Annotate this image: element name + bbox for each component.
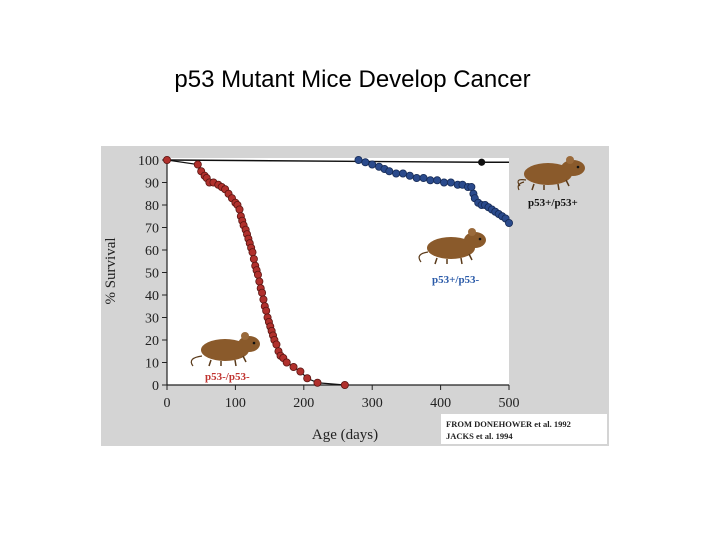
data-point-heterozygous xyxy=(419,173,428,182)
x-tick-label: 200 xyxy=(293,396,314,411)
data-point-null xyxy=(303,374,312,383)
y-tick-label: 40 xyxy=(145,289,159,304)
data-point-null xyxy=(193,160,202,169)
y-tick-label: 10 xyxy=(145,357,159,372)
data-point-heterozygous xyxy=(392,169,401,178)
data-point-wildtype xyxy=(478,158,486,166)
data-point-heterozygous xyxy=(361,158,370,167)
data-point-null xyxy=(272,340,281,349)
mouse-illustration-middle xyxy=(418,228,486,265)
y-tick-label: 90 xyxy=(145,177,159,192)
survival-figure: 0 10 20 30 40 50 60 70 80 90 100 0 100 200 300 400 500 %… xyxy=(101,146,609,446)
y-tick-label: 80 xyxy=(145,199,159,214)
y-tick-label: 30 xyxy=(145,312,159,327)
data-point-null xyxy=(249,255,258,264)
data-point-heterozygous xyxy=(398,169,407,178)
data-point-null xyxy=(258,288,267,297)
x-tick-label: 100 xyxy=(225,396,246,411)
y-tick-label: 50 xyxy=(145,267,159,282)
y-tick-label: 70 xyxy=(145,222,159,237)
x-tick-label: 400 xyxy=(430,396,451,411)
data-point-null xyxy=(253,270,262,279)
y-tick-label: 100 xyxy=(138,154,159,169)
source-note-line1: FROM DONEHOWER et al. 1992 xyxy=(446,419,571,429)
data-point-heterozygous xyxy=(440,178,449,187)
source-note-box xyxy=(441,414,607,444)
data-point-heterozygous xyxy=(467,183,476,192)
data-point-heterozygous xyxy=(504,219,513,228)
y-axis-label: % Survival xyxy=(103,237,119,304)
data-point-null xyxy=(259,295,268,304)
mouse-illustration-bottom xyxy=(190,332,260,367)
y-tick-label: 20 xyxy=(145,334,159,349)
legend-label-null: p53-/p53- xyxy=(205,371,250,383)
mouse-illustration-top xyxy=(517,156,585,191)
data-point-heterozygous xyxy=(354,155,363,164)
x-tick-label: 300 xyxy=(362,396,383,411)
x-tick-label: 500 xyxy=(499,396,520,411)
data-point-null xyxy=(289,362,298,371)
legend-label-wildtype: p53+/p53+ xyxy=(528,197,578,209)
data-point-heterozygous xyxy=(426,176,435,185)
data-point-heterozygous xyxy=(368,160,377,169)
data-point-null xyxy=(296,367,305,376)
data-point-null xyxy=(313,378,322,387)
legend-label-heterozygous: p53+/p53- xyxy=(432,274,480,286)
data-point-null xyxy=(262,306,271,315)
survival-chart: 0 10 20 30 40 50 60 70 80 90 100 0 100 200 300 400 500 %… xyxy=(101,146,609,446)
data-point-heterozygous xyxy=(385,167,394,176)
data-point-null xyxy=(340,380,349,389)
x-tick-label: 0 xyxy=(164,396,171,411)
x-axis-label: Age (days) xyxy=(312,427,378,443)
y-tick-label: 60 xyxy=(145,244,159,259)
data-point-null xyxy=(235,205,244,214)
slide-title: p53 Mutant Mice Develop Cancer xyxy=(174,66,531,93)
source-note-line2: JACKS et al. 1994 xyxy=(446,431,513,441)
data-point-null xyxy=(255,277,264,286)
data-point-null xyxy=(248,248,257,257)
data-point-null xyxy=(163,155,172,164)
data-point-heterozygous xyxy=(412,173,421,182)
data-point-null xyxy=(282,358,291,367)
data-point-heterozygous xyxy=(433,176,442,185)
y-tick-label: 0 xyxy=(152,379,159,394)
data-point-heterozygous xyxy=(405,171,414,180)
data-point-heterozygous xyxy=(446,178,455,187)
